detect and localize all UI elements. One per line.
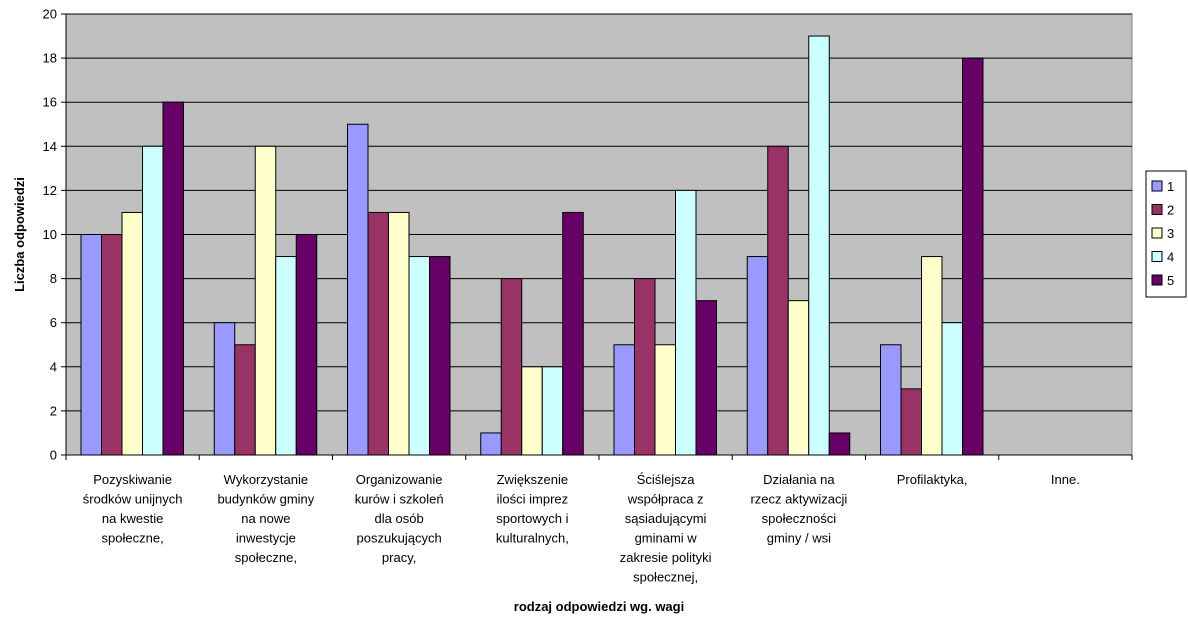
x-category-label: Pozyskiwanie środków unijnych na kwestie sp…	[83, 472, 183, 546]
x-category-label-line: Wykorzystanie	[224, 472, 308, 487]
bar-series-5-cat-4	[562, 211, 584, 456]
legend-swatch-5	[1151, 274, 1163, 286]
x-category-label-line: poszukujących	[356, 531, 441, 546]
bar-series-4-cat-7	[941, 322, 963, 456]
x-category-label-line: społeczności	[762, 511, 837, 526]
y-tick-label: 16	[43, 95, 57, 110]
x-axis-title: rodzaj odpowiedzi wg. wagi	[514, 599, 684, 614]
bar-series-5-cat-1	[162, 101, 184, 456]
y-tick-label: 18	[43, 51, 57, 66]
legend-label-3: 3	[1167, 226, 1174, 241]
y-tick-label: 14	[43, 139, 57, 154]
y-tick-label: 0	[50, 448, 57, 463]
x-category-label-line: dla osób	[375, 511, 424, 526]
bar-series-5-cat-7	[962, 57, 984, 456]
x-category-label-line: ilości imprez	[497, 492, 569, 507]
x-category-label: Organizowanie kurów i szkoleń dla osób posz…	[355, 472, 444, 565]
y-tick-label: 12	[43, 183, 57, 198]
bar-series-2-cat-3	[367, 211, 389, 456]
bar-series-3-cat-7	[921, 256, 943, 456]
x-category-label-line: Pozyskiwanie	[93, 472, 172, 487]
x-category-label-line: Inne.	[1051, 472, 1080, 487]
x-category-label-line: pracy,	[382, 550, 416, 565]
bar-series-3-cat-2	[254, 145, 277, 456]
bar-series-3-cat-4	[521, 366, 543, 456]
x-category-label-line: kulturalnych,	[496, 531, 569, 546]
x-category-label-line: Zwiększenie	[497, 472, 569, 487]
bar-series-3-cat-3	[388, 211, 410, 456]
bar-series-2-cat-6	[767, 145, 789, 456]
bar-series-2-cat-7	[900, 388, 922, 456]
x-category-label-line: Działania na	[763, 472, 835, 487]
bar-series-3-cat-6	[787, 300, 810, 456]
bar-series-1-cat-3	[347, 123, 369, 456]
x-category-label-line: Organizowanie	[356, 472, 443, 487]
x-category-label-line: na kwestie	[102, 511, 163, 526]
bar-series-3-cat-1	[121, 211, 143, 456]
legend-swatch-1	[1151, 180, 1163, 192]
x-category-label-line: współpraca z	[627, 492, 704, 507]
x-category-label: Zwiększenie ilości imprez sportowych i kult…	[496, 472, 569, 546]
y-tick-label: 20	[43, 7, 57, 22]
y-tick-label: 8	[50, 271, 57, 286]
y-tick-label: 10	[43, 227, 57, 242]
x-category-label-line: na nowe	[241, 511, 290, 526]
legend-swatch-4	[1151, 251, 1163, 262]
legend-label-5: 5	[1167, 273, 1174, 288]
y-axis-title: Liczba odpowiedzi	[12, 177, 27, 292]
bar-series-4-cat-5	[675, 189, 697, 456]
legend-swatch-2	[1151, 204, 1163, 215]
x-category-label-line: inwestycje	[236, 531, 296, 546]
x-category-label-line: gminami w	[635, 531, 698, 546]
bar-series-5-cat-2	[295, 234, 318, 456]
y-tick-label: 6	[50, 315, 57, 330]
x-category-label-line: środków unijnych	[83, 492, 183, 507]
x-category-label-line: budynków gminy	[217, 492, 314, 507]
bar-series-5-cat-5	[695, 300, 717, 456]
bar-series-1-cat-7	[880, 344, 902, 456]
bar-series-5-cat-3	[429, 256, 451, 456]
x-category-label: Profilaktyka,	[897, 472, 968, 487]
x-category-label: Ściślejsza współpraca z sąsiadującymi gmina…	[620, 472, 712, 585]
bar-series-4-cat-4	[541, 366, 564, 456]
x-category-label-line: społeczne,	[102, 531, 164, 546]
legend-label-1: 1	[1167, 179, 1174, 194]
bar-series-2-cat-5	[634, 278, 656, 456]
bar-series-1-cat-6	[746, 256, 769, 456]
x-category-label: Działania na rzecz aktywizacji społecznośc…	[750, 472, 847, 546]
bar-series-1-cat-5	[613, 344, 635, 456]
x-category-label: Inne.	[1051, 472, 1080, 487]
bar-series-2-cat-1	[101, 234, 123, 456]
x-category-label-line: zakresie polityki	[620, 550, 712, 565]
bar-series-3-cat-5	[654, 344, 676, 456]
bar-series-5-cat-6	[828, 432, 851, 456]
bar-series-2-cat-4	[500, 278, 523, 456]
x-category-label-line: gminy / wsi	[767, 531, 831, 546]
bar-series-4-cat-3	[408, 256, 430, 456]
bar-series-1-cat-1	[80, 234, 102, 456]
bar-series-2-cat-2	[234, 344, 256, 456]
y-tick-label: 2	[50, 403, 57, 418]
legend-label-2: 2	[1167, 203, 1174, 218]
x-category-label-line: kurów i szkoleń	[355, 492, 444, 507]
x-category-label-line: sąsiadującymi	[625, 511, 707, 526]
x-category-label-line: społecznej,	[633, 570, 698, 585]
bar-series-4-cat-6	[808, 35, 830, 456]
bar-series-4-cat-1	[142, 145, 164, 456]
bar-series-1-cat-2	[213, 322, 236, 456]
x-category-label: Wykorzystanie budynków gminy na nowe inwest…	[217, 472, 314, 565]
bar-series-4-cat-2	[275, 256, 297, 456]
legend: 1 2 3 4 5	[1145, 170, 1187, 298]
x-category-label-line: Ściślejsza	[637, 472, 696, 487]
bar-series-1-cat-4	[480, 432, 502, 456]
y-tick-label: 4	[50, 359, 57, 374]
x-category-label-line: Profilaktyka,	[897, 472, 968, 487]
x-category-label-line: rzecz aktywizacji	[750, 492, 847, 507]
legend-label-4: 4	[1167, 250, 1174, 265]
x-category-label-line: sportowych i	[496, 511, 568, 526]
x-category-label-line: społeczne,	[235, 550, 297, 565]
legend-swatch-3	[1151, 227, 1163, 239]
